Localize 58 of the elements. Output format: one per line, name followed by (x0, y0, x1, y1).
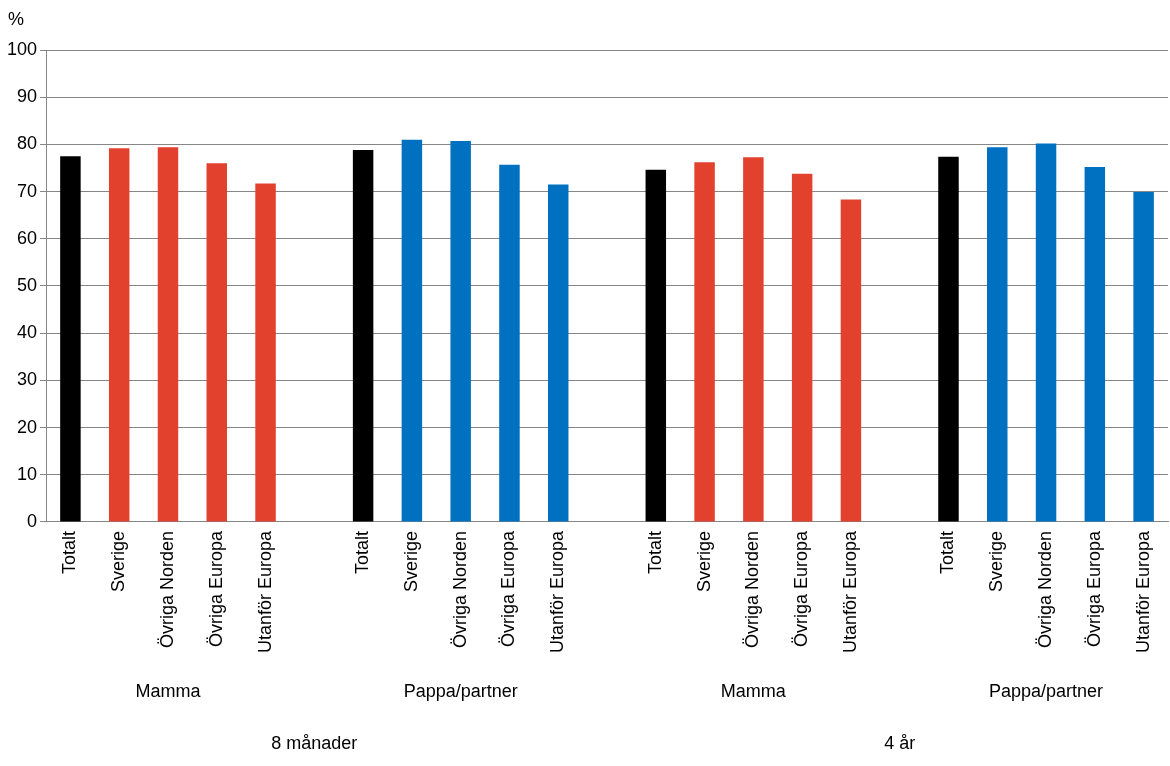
bar (352, 150, 374, 522)
y-tick-label: 60 (17, 227, 38, 248)
bar (1035, 143, 1057, 522)
y-tick-label: 0 (27, 510, 38, 531)
x-tick-label: Utanför Europa (547, 529, 568, 654)
x-tick-label: Utanför Europa (839, 529, 860, 654)
x-tick-label: Sverige (400, 530, 421, 592)
x-tick-label: Övriga Europa (1083, 529, 1104, 647)
bar (840, 199, 862, 522)
bar (743, 157, 764, 522)
x-tick-label: Sverige (986, 530, 1007, 592)
bar (791, 173, 813, 522)
x-tick-label: Övriga Europa (205, 529, 226, 647)
x-tick-label: Utanför Europa (1132, 529, 1153, 654)
bar (157, 147, 179, 522)
text: 8 månader (271, 732, 358, 753)
x-tick-label: Övriga Norden (449, 530, 470, 648)
bar (547, 184, 569, 522)
text: 4 år (884, 732, 916, 753)
y-tick-label: 80 (17, 133, 38, 154)
x-tick-label: Övriga Europa (498, 529, 519, 647)
y-tick-label: 90 (17, 86, 38, 107)
bar (1133, 192, 1154, 522)
y-tick-label: 100 (6, 38, 38, 59)
y-tick-label: 50 (17, 274, 38, 295)
y-tick-label: 20 (17, 416, 38, 437)
bar (108, 148, 130, 522)
x-tick-label: Totalt (937, 530, 958, 574)
bar (1084, 167, 1106, 522)
y-tick-label: 10 (17, 463, 38, 484)
x-tick-label: Totalt (644, 530, 665, 574)
x-tick-label: Utanför Europa (254, 529, 275, 654)
bar (206, 163, 228, 522)
bar (645, 169, 667, 522)
text: Mamma (135, 680, 202, 701)
x-tick-label: Övriga Norden (1035, 530, 1056, 648)
x-tick-label: Totalt (59, 530, 80, 574)
x-tick-label: Övriga Norden (156, 530, 177, 648)
bar (401, 139, 423, 522)
x-tick-label: Övriga Europa (791, 529, 812, 647)
y-tick-label: 30 (17, 369, 38, 390)
bar (60, 156, 81, 522)
y-axis-title: % (8, 8, 25, 29)
bar (450, 141, 471, 522)
y-tick-label: 70 (17, 180, 38, 201)
text: Pappa/partner (403, 680, 518, 701)
bar (938, 156, 959, 522)
x-tick-label: Totalt (352, 530, 373, 574)
text: Mamma (720, 680, 787, 701)
x-tick-label: Sverige (108, 530, 129, 592)
x-tick-label: Övriga Norden (742, 530, 763, 648)
y-tick-label: 40 (17, 322, 38, 343)
bar (255, 183, 276, 522)
bar (987, 147, 1008, 522)
text: Pappa/partner (989, 680, 1104, 701)
x-tick-label: Sverige (693, 530, 714, 592)
bar (499, 164, 520, 522)
bar (694, 162, 715, 522)
